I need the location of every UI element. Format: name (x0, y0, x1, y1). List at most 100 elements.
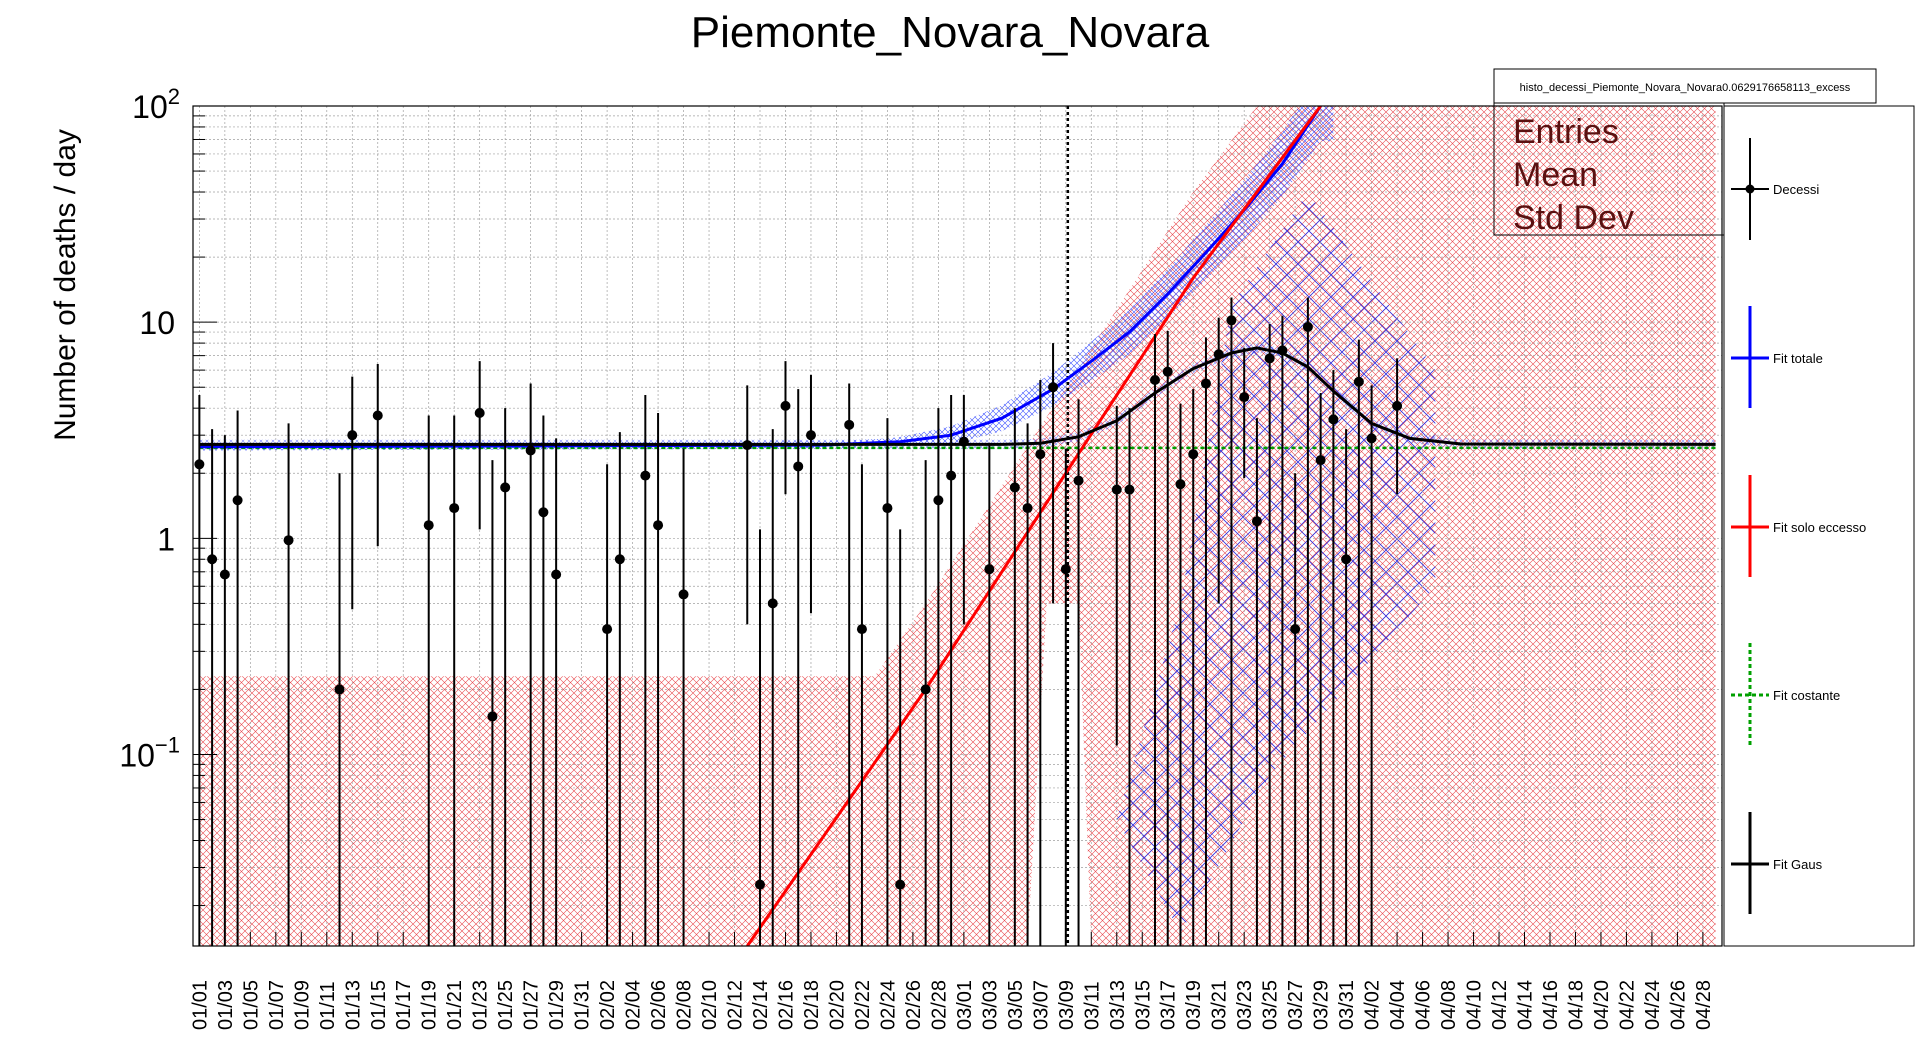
x-tick-label: 04/22 (1616, 980, 1638, 1030)
x-tick-label: 01/03 (215, 980, 237, 1030)
x-tick-label: 04/04 (1387, 980, 1409, 1030)
x-tick-label: 03/07 (1030, 980, 1052, 1030)
data-point (1035, 449, 1046, 460)
data-point (487, 711, 498, 722)
data-points (194, 297, 1403, 946)
data-point (1149, 375, 1160, 386)
x-tick-label: 04/18 (1566, 980, 1588, 1030)
legend-entry-fit-solo-eccesso: Fit solo eccesso (1731, 475, 1866, 577)
data-point (946, 470, 957, 481)
data-point (1073, 475, 1084, 486)
x-tick-label: 02/12 (725, 980, 747, 1030)
x-tick-label: 02/10 (699, 980, 721, 1030)
x-tick-label: 02/04 (623, 980, 645, 1030)
data-point (423, 520, 434, 531)
data-point (844, 419, 855, 430)
legend: Decessi Fit totale Fit solo eccesso Fit … (1723, 105, 1915, 947)
x-tick-label: 04/02 (1362, 980, 1384, 1030)
plot-frame (192, 105, 1723, 947)
x-tick-label: 03/17 (1158, 980, 1180, 1030)
x-tick-label: 01/01 (189, 980, 211, 1030)
x-tick-label: 01/13 (342, 980, 364, 1030)
data-point (525, 445, 536, 456)
data-point (1264, 353, 1275, 364)
uncertainty-bands (199, 106, 1716, 946)
stats-box: histo_decessi_Piemonte_Novara_Novara0.06… (1493, 68, 1877, 237)
x-tick-label: 01/21 (444, 980, 466, 1030)
x-tick-label: 01/07 (266, 980, 288, 1030)
data-point (219, 569, 230, 580)
x-tick-label: 02/24 (877, 980, 899, 1030)
x-tick-label: 03/25 (1260, 980, 1282, 1030)
x-tick-label: 02/28 (928, 980, 950, 1030)
data-point (1162, 366, 1173, 377)
legend-entry-fit-costante: Fit costante (1731, 643, 1840, 745)
x-tick-label: 02/02 (597, 980, 619, 1030)
grid (193, 105, 1722, 946)
data-point (920, 684, 931, 695)
band-gap (1027, 603, 1092, 946)
data-point (1353, 376, 1364, 387)
x-tick-label: 02/26 (903, 980, 925, 1030)
data-point (640, 470, 651, 481)
data-point (1366, 433, 1377, 444)
y-tick-label: 10−1 (119, 732, 180, 773)
data-point (283, 535, 294, 546)
y-axis-label: Number of deaths / day (49, 129, 82, 441)
x-tick-label: 01/29 (546, 980, 568, 1030)
excess-fit-band (199, 106, 1716, 946)
x-tick-label: 04/08 (1438, 980, 1460, 1030)
x-tick-label: 02/08 (674, 980, 696, 1030)
x-tick-label: 04/14 (1515, 980, 1537, 1030)
x-tick-label: 04/10 (1464, 980, 1486, 1030)
y-tick-label: 1 (157, 521, 175, 557)
data-point (1060, 564, 1071, 575)
x-tick-label: 01/15 (368, 980, 390, 1030)
data-point (1175, 479, 1186, 490)
x-tick-label: 01/27 (521, 980, 543, 1030)
stats-row-entries: Entries (1513, 113, 1619, 151)
gaus-fit-band (1116, 192, 1436, 933)
x-tick-label: 02/18 (801, 980, 823, 1030)
x-tick-label: 03/15 (1132, 980, 1154, 1030)
stats-row-stddev: Std Dev (1513, 199, 1634, 237)
data-point (958, 436, 969, 447)
x-tick-label: 04/24 (1642, 980, 1664, 1030)
legend-label-fit-totale: Fit totale (1773, 351, 1823, 366)
y-tick-label: 102 (132, 84, 180, 125)
data-point (1124, 484, 1135, 495)
data-point (678, 589, 689, 600)
data-point (551, 569, 562, 580)
data-point (1022, 503, 1033, 514)
data-point (602, 624, 613, 635)
x-tick-label: 03/01 (954, 980, 976, 1030)
legend-label-fit-gaus: Fit Gaus (1773, 857, 1823, 872)
data-point (882, 503, 893, 514)
x-tick-label: 03/29 (1311, 980, 1333, 1030)
data-point (1341, 554, 1352, 565)
data-point (474, 407, 485, 418)
data-point (347, 430, 358, 441)
data-point (856, 624, 867, 635)
data-point (805, 430, 816, 441)
x-tick-label: 02/22 (852, 980, 874, 1030)
x-tick-label: 03/03 (979, 980, 1001, 1030)
data-point (500, 482, 511, 493)
x-tick-label: 02/14 (750, 980, 772, 1030)
data-point (742, 440, 753, 451)
data-point (1009, 482, 1020, 493)
x-tick-label: 02/16 (776, 980, 798, 1030)
x-tick-label: 04/06 (1413, 980, 1435, 1030)
data-point (1315, 455, 1326, 466)
legend-label-fit-costante: Fit costante (1773, 688, 1840, 703)
legend-label-decessi: Decessi (1773, 182, 1819, 197)
chart-title: Piemonte_Novara_Novara (691, 8, 1210, 57)
x-tick-label: 03/05 (1005, 980, 1027, 1030)
data-point (614, 554, 625, 565)
data-point (984, 564, 995, 575)
x-tick-label: 03/13 (1107, 980, 1129, 1030)
data-point (793, 461, 804, 472)
x-tick-label: 01/11 (317, 981, 339, 1030)
data-point (334, 684, 345, 695)
x-tick-label: 04/26 (1667, 980, 1689, 1030)
